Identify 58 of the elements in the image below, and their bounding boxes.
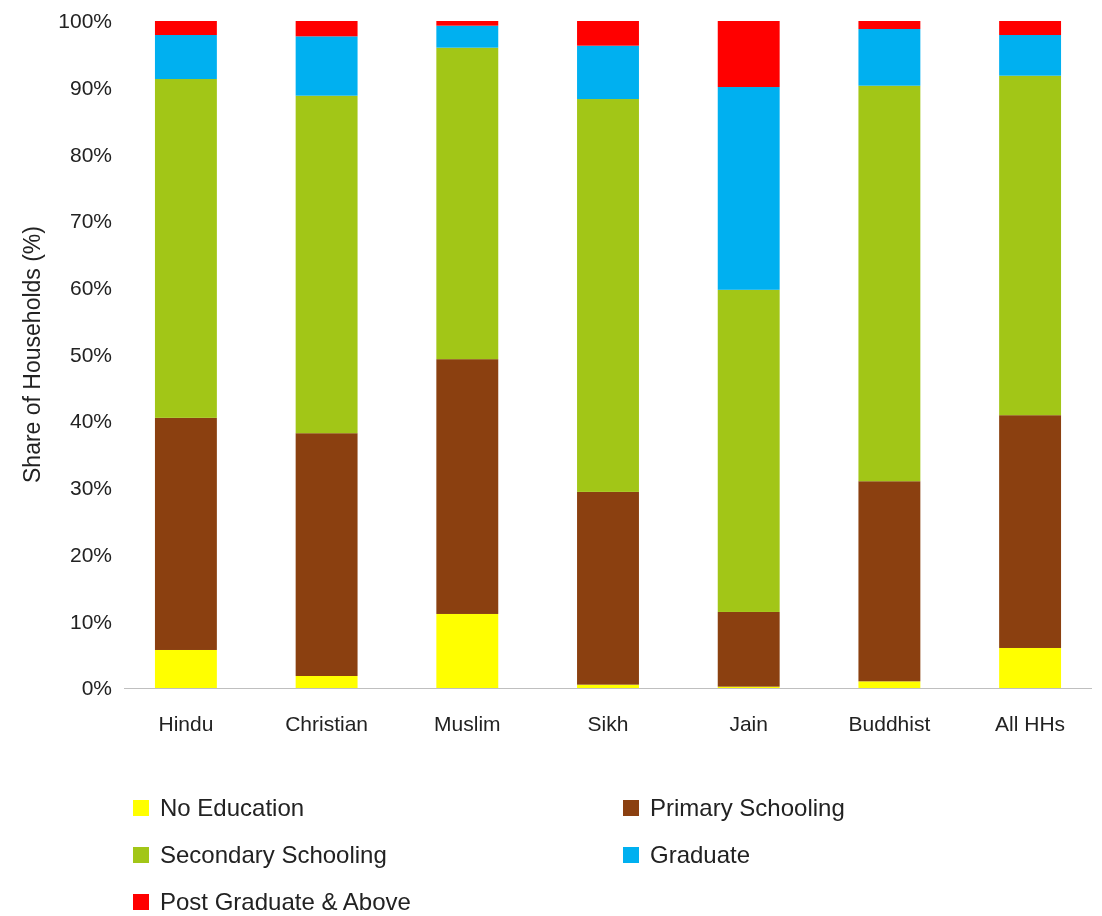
- bar: [858, 681, 921, 688]
- y-tick-label: 80%: [69, 142, 112, 166]
- bar: [436, 25, 499, 48]
- bar: [858, 21, 921, 29]
- bar: [436, 613, 499, 688]
- y-tick-label: 40%: [69, 409, 112, 433]
- legend-label: Secondary Schooling: [160, 841, 387, 869]
- bar: [154, 21, 217, 36]
- bar: [577, 684, 639, 688]
- bar: [999, 647, 1062, 688]
- y-tick-label: 50%: [69, 342, 112, 366]
- bar: [577, 45, 639, 100]
- bar: [295, 675, 358, 688]
- bar: [717, 87, 780, 290]
- x-tick-label: Muslim: [434, 711, 501, 735]
- x-tick-label: Jain: [729, 711, 768, 735]
- bar: [295, 21, 358, 37]
- bar: [717, 21, 780, 88]
- x-tick-label: Hindu: [158, 711, 214, 735]
- bar: [999, 415, 1062, 648]
- y-tick-label: 100%: [58, 9, 112, 33]
- y-tick-label: 20%: [69, 542, 112, 566]
- y-axis-title: Share of Households (%): [19, 226, 45, 483]
- bar: [436, 359, 499, 614]
- x-tick-label: Sikh: [587, 711, 629, 735]
- bar: [154, 417, 217, 650]
- x-tick-label: Buddhist: [848, 711, 931, 735]
- bar: [577, 99, 639, 492]
- bar: [999, 75, 1062, 416]
- bar: [999, 21, 1062, 36]
- bar: [154, 649, 217, 688]
- x-tick-label: Christian: [285, 711, 369, 735]
- bar: [154, 35, 217, 80]
- bar: [436, 21, 499, 26]
- y-tick-label: 10%: [69, 609, 112, 633]
- bar: [577, 21, 639, 46]
- bar: [717, 611, 780, 687]
- bar: [858, 29, 921, 86]
- y-tick-label: 60%: [69, 276, 112, 300]
- bar: [717, 289, 780, 612]
- bar: [436, 47, 499, 360]
- bar: [999, 35, 1062, 76]
- bar: [577, 491, 639, 685]
- legend-label: Graduate: [650, 841, 751, 869]
- y-tick-label: 30%: [69, 476, 112, 500]
- bar: [295, 433, 358, 676]
- x-tick-label: All HHs: [995, 711, 1066, 735]
- legend-label: Post Graduate & Above: [160, 888, 411, 916]
- bar: [295, 36, 358, 96]
- y-tick-label: 90%: [69, 75, 112, 99]
- legend-label: Primary Schooling: [650, 794, 845, 822]
- y-tick-label: 0%: [81, 676, 112, 700]
- bar: [154, 79, 217, 418]
- y-tick-label: 70%: [69, 209, 112, 233]
- bar: [858, 481, 921, 682]
- legend-label: No Education: [160, 794, 305, 822]
- bar: [295, 95, 358, 434]
- bar: [858, 85, 921, 482]
